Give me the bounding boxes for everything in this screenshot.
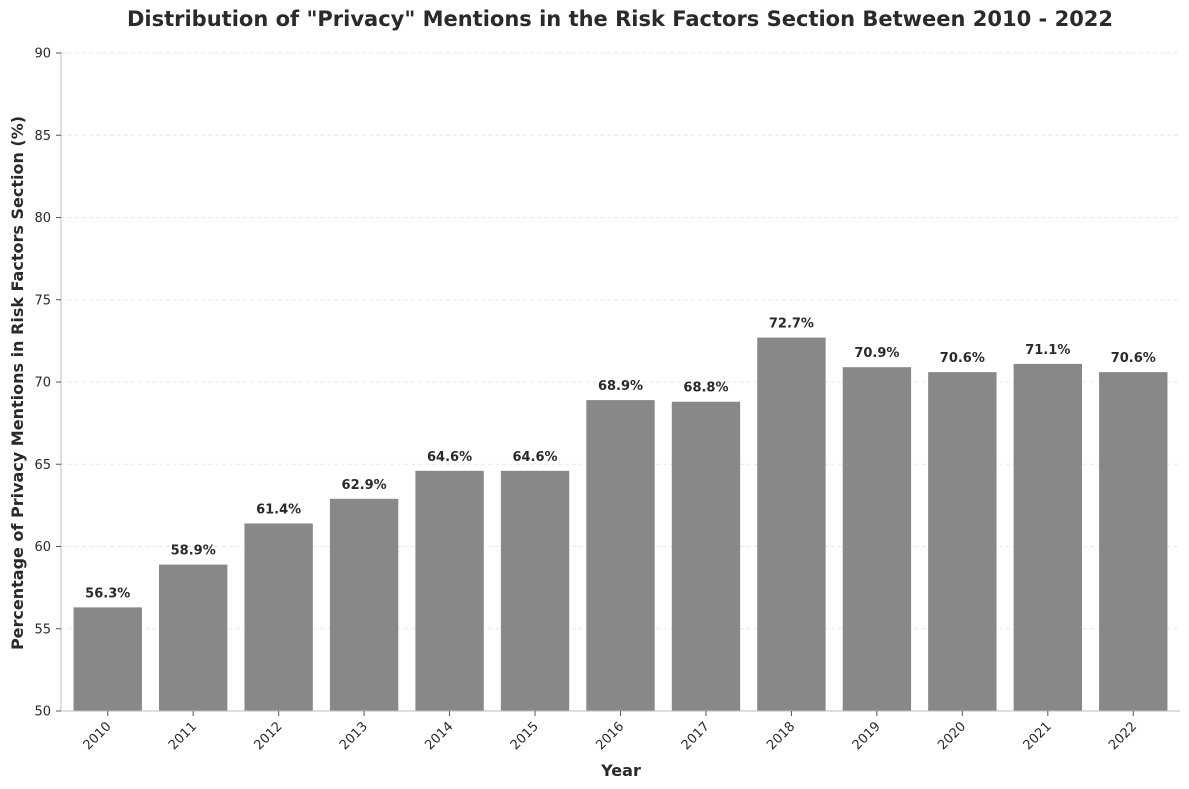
bar-2022: [1099, 372, 1168, 711]
x-tick-label-2019: 2019: [850, 719, 884, 753]
data-label-2016: 68.9%: [598, 379, 643, 394]
x-tick-label-2018: 2018: [764, 719, 798, 753]
data-labels: 56.3% 58.9% 61.4% 62.9% 64.6% 64.6% 68.9% 68.8%…: [85, 317, 1156, 602]
x-tick-label-2016: 2016: [593, 719, 627, 753]
bar-2018: [757, 337, 826, 711]
data-label-2015: 64.6%: [512, 450, 557, 465]
y-tick-label: 85: [34, 129, 51, 144]
y-tick-label: 70: [34, 376, 51, 391]
bar-2019: [842, 367, 912, 711]
data-label-2017: 68.8%: [683, 381, 728, 396]
x-tick-label-2010: 2010: [81, 719, 115, 753]
data-label-2020: 70.6%: [940, 351, 985, 366]
x-tick-label-2012: 2012: [251, 719, 285, 753]
data-label-2019: 70.9%: [854, 346, 899, 361]
data-label-2011: 58.9%: [171, 544, 216, 559]
x-tick-label-2013: 2013: [337, 719, 371, 753]
x-tick-label-2017: 2017: [679, 719, 713, 753]
bar-2012: [244, 523, 313, 711]
y-tick-label: 60: [34, 540, 51, 555]
y-tick-label: 75: [34, 293, 51, 308]
x-tick-label-2022: 2022: [1106, 719, 1140, 753]
x-tick-label-2011: 2011: [166, 719, 200, 753]
data-label-2013: 62.9%: [342, 478, 387, 493]
x-axis-title: Year: [600, 761, 641, 780]
bar-2020: [928, 372, 997, 711]
y-tick-label: 50: [34, 705, 51, 720]
bar-2015: [500, 470, 570, 711]
bar-2017: [671, 401, 741, 711]
x-tick-label-2021: 2021: [1021, 719, 1055, 753]
x-tick-label-2020: 2020: [935, 719, 969, 753]
bar-2014: [415, 470, 484, 711]
x-tick-label-2014: 2014: [422, 719, 456, 753]
x-tick-label-2015: 2015: [508, 719, 542, 753]
data-label-2018: 72.7%: [769, 317, 814, 332]
bar-2013: [329, 498, 399, 711]
chart-title: Distribution of "Privacy" Mentions in th…: [127, 7, 1113, 31]
y-axis-title: Percentage of Privacy Mentions in Risk F…: [8, 116, 27, 650]
bar-2010: [73, 607, 142, 711]
bar-2011: [159, 564, 228, 711]
data-label-2021: 71.1%: [1025, 343, 1070, 358]
data-label-2010: 56.3%: [85, 586, 130, 601]
y-tick-label: 65: [34, 458, 51, 473]
y-axis-ticks: 50 55 60 65 70 75 80 85 90: [34, 47, 61, 720]
bar-2021: [1013, 363, 1082, 711]
x-axis-ticks: 2010 2011 2012 2013 2014 2015 2016 2017 2018 2019…: [81, 711, 1140, 753]
bars: [73, 337, 1168, 711]
y-tick-label: 80: [34, 211, 51, 226]
data-label-2022: 70.6%: [1111, 351, 1156, 366]
bar-2016: [586, 400, 655, 711]
y-tick-label: 90: [34, 47, 51, 62]
data-label-2014: 64.6%: [427, 450, 472, 465]
data-label-2012: 61.4%: [256, 502, 301, 517]
y-tick-label: 55: [34, 622, 51, 637]
